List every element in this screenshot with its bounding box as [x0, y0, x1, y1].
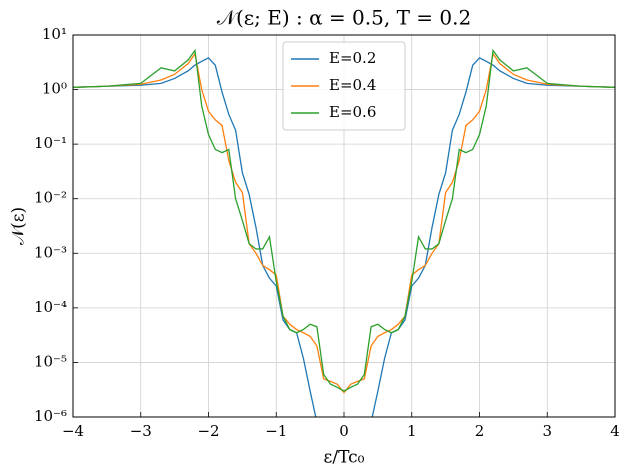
- x-axis-label: ε/Tc₀: [324, 448, 365, 468]
- x-tick-label: −1: [265, 422, 287, 440]
- series-line: [73, 52, 615, 394]
- y-tick-label: 10⁻²: [34, 189, 67, 207]
- y-tick-label: 10⁻⁵: [34, 352, 67, 370]
- series-line: [73, 48, 615, 392]
- legend-label: E=0.6: [329, 103, 376, 121]
- y-axis-label: 𝒩(ε): [9, 207, 29, 245]
- x-tick-label: −2: [197, 422, 219, 440]
- chart-title: 𝒩(ε; E) : α = 0.5, T = 0.2: [217, 6, 471, 30]
- plot-lines: [73, 48, 615, 417]
- x-tick-label: 4: [610, 422, 620, 440]
- x-tick-label: 3: [542, 422, 552, 440]
- y-tick-label: 10⁰: [42, 80, 67, 98]
- x-tick-label: 1: [407, 422, 417, 440]
- y-tick-label: 10⁻³: [34, 243, 67, 261]
- x-tick-label: −3: [130, 422, 152, 440]
- x-tick-label: 2: [475, 422, 485, 440]
- x-tick-label: 0: [339, 422, 349, 440]
- y-tick-label: 10⁻¹: [34, 134, 67, 152]
- y-tick-label: 10¹: [42, 25, 67, 43]
- legend-label: E=0.2: [329, 49, 376, 67]
- y-tick-label: 10⁻⁶: [34, 407, 67, 425]
- plot-frame: [72, 34, 616, 418]
- series-line: [73, 57, 615, 417]
- x-tick-label: −4: [62, 422, 84, 440]
- legend-label: E=0.4: [329, 76, 376, 94]
- legend-box: [282, 41, 406, 131]
- y-tick-label: 10⁻⁴: [34, 298, 67, 316]
